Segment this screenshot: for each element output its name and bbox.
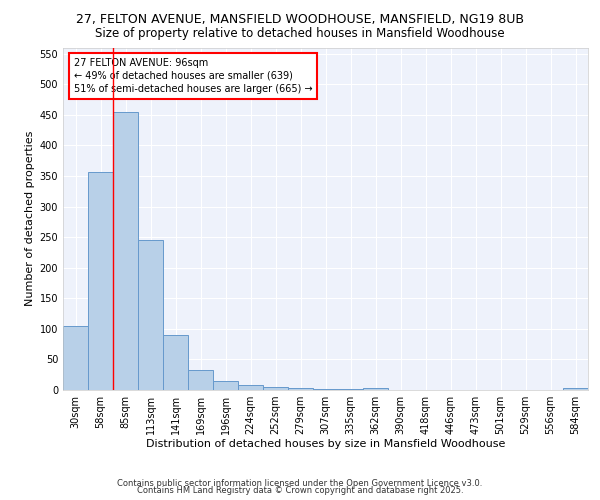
Bar [213, 381, 238, 390]
Text: Contains public sector information licensed under the Open Government Licence v3: Contains public sector information licen… [118, 478, 482, 488]
Y-axis label: Number of detached properties: Number of detached properties [25, 131, 35, 306]
Text: Size of property relative to detached houses in Mansfield Woodhouse: Size of property relative to detached ho… [95, 28, 505, 40]
Bar [188, 370, 213, 390]
Bar [63, 326, 88, 390]
Text: Contains HM Land Registry data © Crown copyright and database right 2025.: Contains HM Land Registry data © Crown c… [137, 486, 463, 495]
Bar [263, 387, 288, 390]
Bar [238, 385, 263, 390]
Bar [313, 389, 338, 390]
Bar [138, 240, 163, 390]
Bar [163, 335, 188, 390]
Text: 27 FELTON AVENUE: 96sqm
← 49% of detached houses are smaller (639)
51% of semi-d: 27 FELTON AVENUE: 96sqm ← 49% of detache… [74, 58, 312, 94]
Bar [88, 172, 113, 390]
X-axis label: Distribution of detached houses by size in Mansfield Woodhouse: Distribution of detached houses by size … [146, 438, 505, 448]
Text: 27, FELTON AVENUE, MANSFIELD WOODHOUSE, MANSFIELD, NG19 8UB: 27, FELTON AVENUE, MANSFIELD WOODHOUSE, … [76, 12, 524, 26]
Bar [563, 388, 588, 390]
Bar [113, 112, 138, 390]
Bar [288, 388, 313, 390]
Bar [363, 388, 388, 390]
